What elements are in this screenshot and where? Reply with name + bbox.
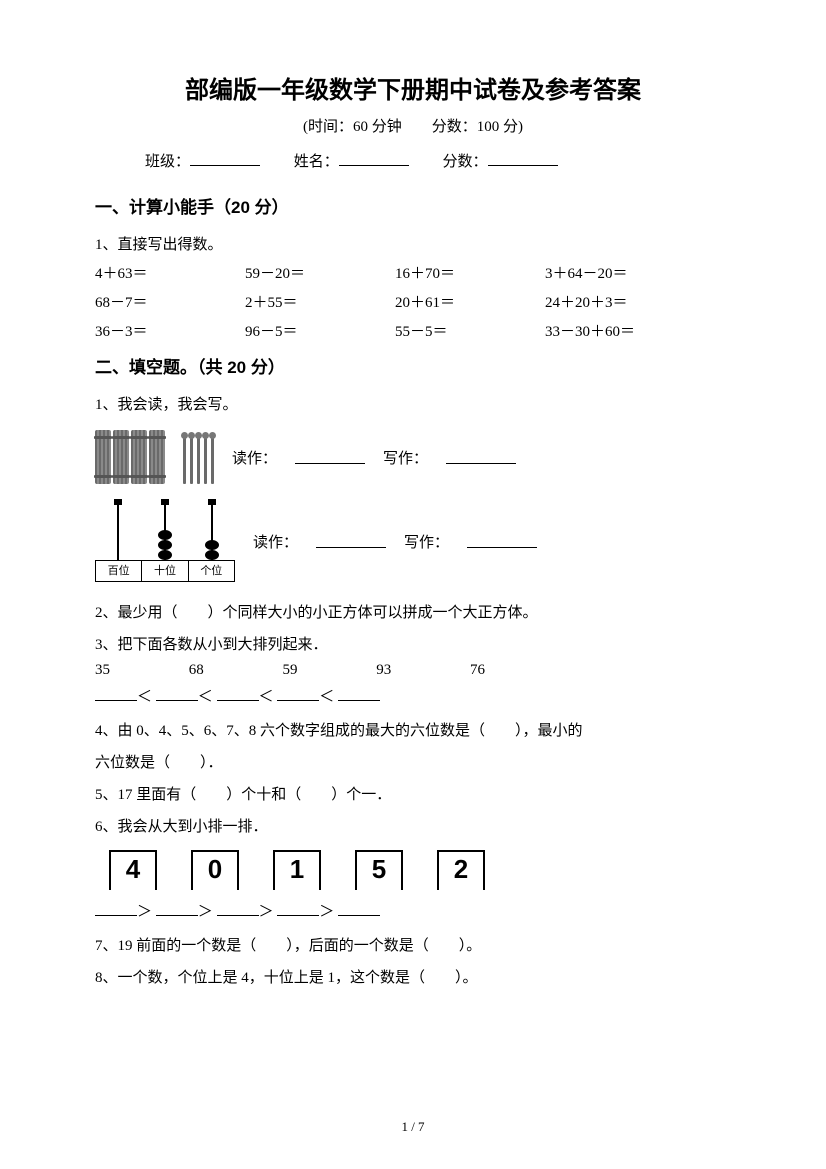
- sticks-tens-icon: [95, 430, 165, 484]
- gt-sign: ＞: [137, 904, 152, 920]
- lt-sign: ＜: [198, 689, 213, 705]
- sticks-figure-row: 读作： 写作：: [95, 430, 731, 484]
- calc-grid: 4＋63＝ 59－20＝ 16＋70＝ 3＋64－20＝ 68－7＝ 2＋55＝…: [95, 262, 731, 341]
- blank-class[interactable]: [190, 151, 260, 166]
- page: 部编版一年级数学下册期中试卷及参考答案 (时间：60 分钟 分数：100 分) …: [0, 0, 826, 1169]
- calc-cell: 4＋63＝: [95, 262, 245, 283]
- calc-cell: 96－5＝: [245, 320, 395, 341]
- lt-sign: ＜: [137, 689, 152, 705]
- num: 59: [283, 662, 373, 679]
- blank[interactable]: [338, 688, 380, 702]
- blank[interactable]: [277, 688, 319, 702]
- sec2-q3-nums: 35 68 59 93 76: [95, 662, 731, 679]
- blank-read[interactable]: [295, 450, 365, 464]
- sec2-q2: 2、最少用（ ）个同样大小的小正方体可以拼成一个大正方体。: [95, 598, 731, 628]
- blank-write[interactable]: [446, 450, 516, 464]
- blank[interactable]: [156, 688, 198, 702]
- card: 1: [273, 850, 321, 890]
- blank[interactable]: [217, 688, 259, 702]
- abacus-label: 百位: [96, 561, 142, 581]
- calc-cell: 59－20＝: [245, 262, 395, 283]
- sticks-ones-icon: [183, 430, 214, 484]
- label-class: 班级：: [145, 154, 190, 170]
- sec2-q6: 6、我会从大到小排一排．: [95, 812, 731, 842]
- card: 5: [355, 850, 403, 890]
- abacus-icon: 百位 十位 个位: [95, 500, 235, 582]
- sec2-q8: 8、一个数，个位上是 4，十位上是 1，这个数是（ ）。: [95, 963, 731, 993]
- sec2-q4b: 六位数是（ ）．: [95, 748, 731, 778]
- sec2-q3-compare: ＜ ＜ ＜ ＜: [95, 685, 731, 706]
- blank-score[interactable]: [488, 151, 558, 166]
- calc-cell: 33－30＋60＝: [545, 320, 725, 341]
- sec2-q3: 3、把下面各数从小到大排列起来．: [95, 630, 731, 660]
- label-read: 读作：: [232, 447, 277, 468]
- sec2-q1: 1、我会读，我会写。: [95, 390, 731, 420]
- card: 2: [437, 850, 485, 890]
- label-write: 写作：: [404, 531, 449, 552]
- section1-header: 一、计算小能手（20 分）: [95, 193, 731, 218]
- label-read: 读作：: [253, 531, 298, 552]
- calc-cell: 16＋70＝: [395, 262, 545, 283]
- label-name: 姓名：: [294, 154, 339, 170]
- calc-cell: 68－7＝: [95, 291, 245, 312]
- blank[interactable]: [156, 903, 198, 917]
- blank-read[interactable]: [316, 534, 386, 548]
- sec2-q7: 7、19 前面的一个数是（ ），后面的一个数是（ ）。: [95, 931, 731, 961]
- calc-cell: 36－3＝: [95, 320, 245, 341]
- num: 68: [189, 662, 279, 679]
- lt-sign: ＜: [319, 689, 334, 705]
- gt-sign: ＞: [319, 904, 334, 920]
- blank[interactable]: [277, 903, 319, 917]
- gt-sign: ＞: [259, 904, 274, 920]
- lt-sign: ＜: [259, 689, 274, 705]
- blank[interactable]: [338, 903, 380, 917]
- label-score: 分数：: [443, 154, 488, 170]
- calc-cell: 20＋61＝: [395, 291, 545, 312]
- num: 35: [95, 662, 185, 679]
- calc-cell: 24＋20＋3＝: [545, 291, 725, 312]
- label-write: 写作：: [383, 447, 428, 468]
- sec2-q5: 5、17 里面有（ ）个十和（ ）个一．: [95, 780, 731, 810]
- number-cards: 4 0 1 5 2: [109, 850, 731, 890]
- abacus-label: 十位: [142, 561, 188, 581]
- abacus-label: 个位: [189, 561, 234, 581]
- num: 76: [470, 662, 560, 679]
- gt-sign: ＞: [198, 904, 213, 920]
- num: 93: [376, 662, 466, 679]
- sec2-q6-compare: ＞ ＞ ＞ ＞: [95, 900, 731, 921]
- blank-write[interactable]: [467, 534, 537, 548]
- section2-header: 二、填空题。（共 20 分）: [95, 353, 731, 378]
- card: 0: [191, 850, 239, 890]
- page-footer: 1 / 7: [0, 1119, 826, 1135]
- page-subtitle: (时间：60 分钟 分数：100 分): [95, 115, 731, 136]
- page-title: 部编版一年级数学下册期中试卷及参考答案: [95, 70, 731, 105]
- calc-cell: 3＋64－20＝: [545, 262, 725, 283]
- blank[interactable]: [95, 688, 137, 702]
- blank-name[interactable]: [339, 151, 409, 166]
- info-row: 班级： 姓名： 分数：: [95, 150, 731, 171]
- card: 4: [109, 850, 157, 890]
- sec2-q4a: 4、由 0、4、5、6、7、8 六个数字组成的最大的六位数是（ ），最小的: [95, 716, 731, 746]
- sec1-q1: 1、直接写出得数。: [95, 230, 731, 260]
- blank[interactable]: [95, 903, 137, 917]
- calc-cell: 55－5＝: [395, 320, 545, 341]
- calc-cell: 2＋55＝: [245, 291, 395, 312]
- abacus-figure-row: 百位 十位 个位 读作： 写作：: [95, 500, 731, 582]
- blank[interactable]: [217, 903, 259, 917]
